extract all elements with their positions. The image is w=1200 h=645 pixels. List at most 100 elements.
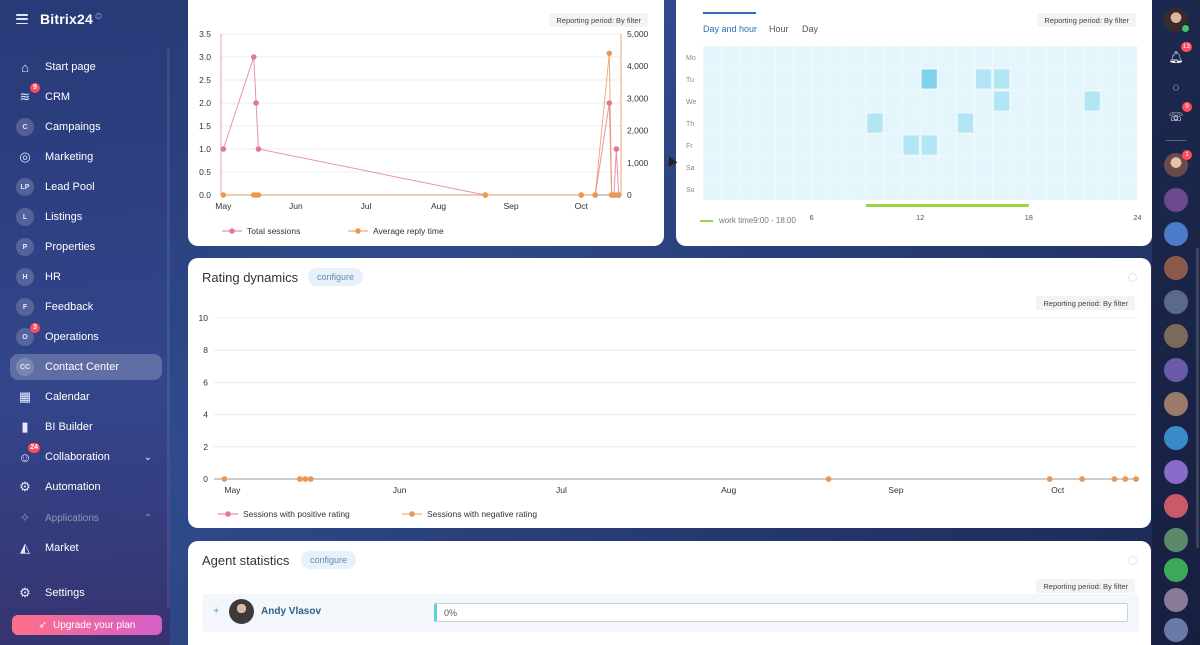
market-icon: ◭ <box>20 540 30 555</box>
contact-avatar[interactable] <box>1164 460 1188 484</box>
heatmap-empty-cell <box>1029 90 1047 112</box>
heatmap-empty-cell <box>830 68 848 90</box>
heatmap-empty-cell <box>739 134 757 156</box>
heatmap-empty-cell <box>1011 156 1029 178</box>
sidebar-item-feedback[interactable]: F Feedback <box>10 294 162 320</box>
logo[interactable]: Bitrix24 <box>40 11 93 27</box>
sidebar-item-market[interactable]: ◭ Market <box>10 535 162 561</box>
sidebar-item-settings[interactable]: ⚙ Settings <box>10 580 162 606</box>
sidebar-item-label: Feedback <box>45 301 94 313</box>
heatmap-empty-cell <box>866 90 884 112</box>
heatmap-empty-cell <box>1101 134 1119 156</box>
user-avatar[interactable] <box>1164 8 1190 33</box>
contact-avatar[interactable]: 1 <box>1164 150 1192 177</box>
y-tick-label-left: 3.0 <box>199 52 211 62</box>
agent-configure-button[interactable]: configure <box>301 551 357 569</box>
notifications-bell-icon[interactable]: 🔔︎ 13 <box>1168 42 1192 64</box>
contact-avatar[interactable] <box>1164 358 1188 382</box>
contact-avatar[interactable] <box>1164 528 1188 552</box>
sidebar-item-applications[interactable]: ✧ Applications ⌃ <box>10 505 162 531</box>
tab-hour[interactable]: Hour <box>769 24 789 34</box>
heatmap-empty-cell <box>703 46 721 68</box>
contact-avatar[interactable] <box>1164 494 1188 518</box>
sidebar-item-start-page[interactable]: ⌂ Start page <box>10 54 162 80</box>
sidebar-item-hr[interactable]: H HR <box>10 264 162 290</box>
chevron-down-icon[interactable]: ⌄ <box>143 451 152 463</box>
chat-badge: 9 <box>1182 102 1192 112</box>
heatmap-empty-cell <box>775 46 793 68</box>
data-point <box>613 146 620 152</box>
agent-name[interactable]: Andy Vlasov <box>261 606 322 617</box>
day-label: Sa <box>686 165 695 172</box>
tab-day[interactable]: Day <box>802 24 819 34</box>
sidebar-item-listings[interactable]: L Listings <box>10 204 162 230</box>
reporting-period-tag[interactable]: Reporting period: By filter <box>549 13 648 27</box>
heatmap-empty-cell <box>775 112 793 134</box>
y-tick-label-left: 2.5 <box>199 75 211 85</box>
sidebar-item-properties[interactable]: P Properties <box>10 234 162 260</box>
data-point <box>1046 476 1053 482</box>
menu-icon[interactable] <box>16 14 28 24</box>
heatmap-empty-cell <box>975 90 993 112</box>
legend-label: Sessions with negative rating <box>427 509 537 519</box>
sessions-chart: 0.0 0.5 1.0 1.5 2.0 2.5 3.0 3.5 0 1,000 2,000 3,000… <box>199 29 648 236</box>
sidebar-item-collaboration[interactable]: ☺ 24 Collaboration ⌄ <box>10 443 162 470</box>
contact-avatar[interactable] <box>1164 324 1188 348</box>
contact-avatar[interactable] <box>1164 188 1188 212</box>
agent-settings-icon[interactable] <box>1128 556 1137 565</box>
sidebar-item-automation[interactable]: ⚙ Automation <box>10 474 162 500</box>
heatmap-empty-cell <box>848 90 866 112</box>
data-point <box>482 192 489 198</box>
hour-tick-label: 6 <box>810 213 814 222</box>
heatmap-empty-cell <box>775 156 793 178</box>
contact-avatar[interactable] <box>1164 618 1188 642</box>
contact-avatar[interactable] <box>1164 392 1188 416</box>
contact-avatar[interactable] <box>1164 222 1188 246</box>
sidebar-item-campaings[interactable]: C Campaings <box>10 114 162 140</box>
heatmap-empty-cell <box>794 68 812 90</box>
reporting-period-tag[interactable]: Reporting period: By filter <box>1036 579 1135 593</box>
expand-plus-icon[interactable]: + <box>213 605 220 617</box>
heatmap-empty-cell <box>1011 68 1029 90</box>
agent-progress-value: 0% <box>444 607 458 618</box>
table-row[interactable]: + Andy Vlasov 0% <box>202 594 1139 632</box>
sidebar-item-lead-pool[interactable]: LP Lead Pool <box>10 174 162 200</box>
agent-statistics-title: Agent statistics <box>202 553 290 568</box>
lead-pool-initial-icon: LP <box>16 178 34 196</box>
data-point <box>307 476 314 482</box>
x-tick-label: Oct <box>575 201 589 211</box>
tab-day-and-hour[interactable]: Day and hour <box>703 24 758 34</box>
sidebar-item-crm[interactable]: ≋ 9 CRM <box>10 83 162 110</box>
avatar <box>229 599 254 624</box>
copilot-icon[interactable]: ◌ <box>1172 80 1180 94</box>
heatmap-cell <box>1084 91 1100 111</box>
sidebar-item-contact-center[interactable]: CC Contact Center <box>10 354 162 380</box>
data-point <box>255 146 262 152</box>
hr-initial-icon: H <box>16 268 34 286</box>
upgrade-plan-button[interactable]: ➶ Upgrade your plan <box>12 615 162 635</box>
sidebar-item-bi-builder[interactable]: ▮ BI Builder <box>10 414 162 440</box>
sidebar-item-marketing[interactable]: ◎ Marketing <box>10 144 162 170</box>
data-point <box>302 476 309 482</box>
rating-settings-icon[interactable] <box>1128 273 1137 282</box>
chevron-up-icon[interactable]: ⌃ <box>143 512 152 524</box>
reporting-period-tag[interactable]: Reporting period: By filter <box>1037 13 1136 27</box>
chat-icon[interactable]: ☏ 9 <box>1164 102 1192 129</box>
heatmap-empty-cell <box>1119 46 1137 68</box>
contact-avatar[interactable] <box>1164 588 1188 612</box>
reporting-period-tag[interactable]: Reporting period: By filter <box>1036 296 1135 310</box>
contact-center-initial-icon: CC <box>16 358 34 376</box>
heatmap-empty-cell <box>1065 68 1083 90</box>
sidebar-scrollbar[interactable] <box>167 48 170 608</box>
contact-avatar[interactable] <box>1164 256 1188 280</box>
rating-configure-button[interactable]: configure <box>308 268 364 286</box>
heatmap-empty-cell <box>1119 156 1137 178</box>
sidebar-item-calendar[interactable]: ▦ Calendar <box>10 384 162 410</box>
contact-avatar[interactable] <box>1164 426 1188 450</box>
contact-avatar[interactable] <box>1164 290 1188 314</box>
x-tick-label: Sep <box>503 201 518 211</box>
heatmap-cell <box>994 91 1010 111</box>
contact-avatar[interactable] <box>1164 558 1188 582</box>
heatmap-empty-cell <box>812 46 830 68</box>
